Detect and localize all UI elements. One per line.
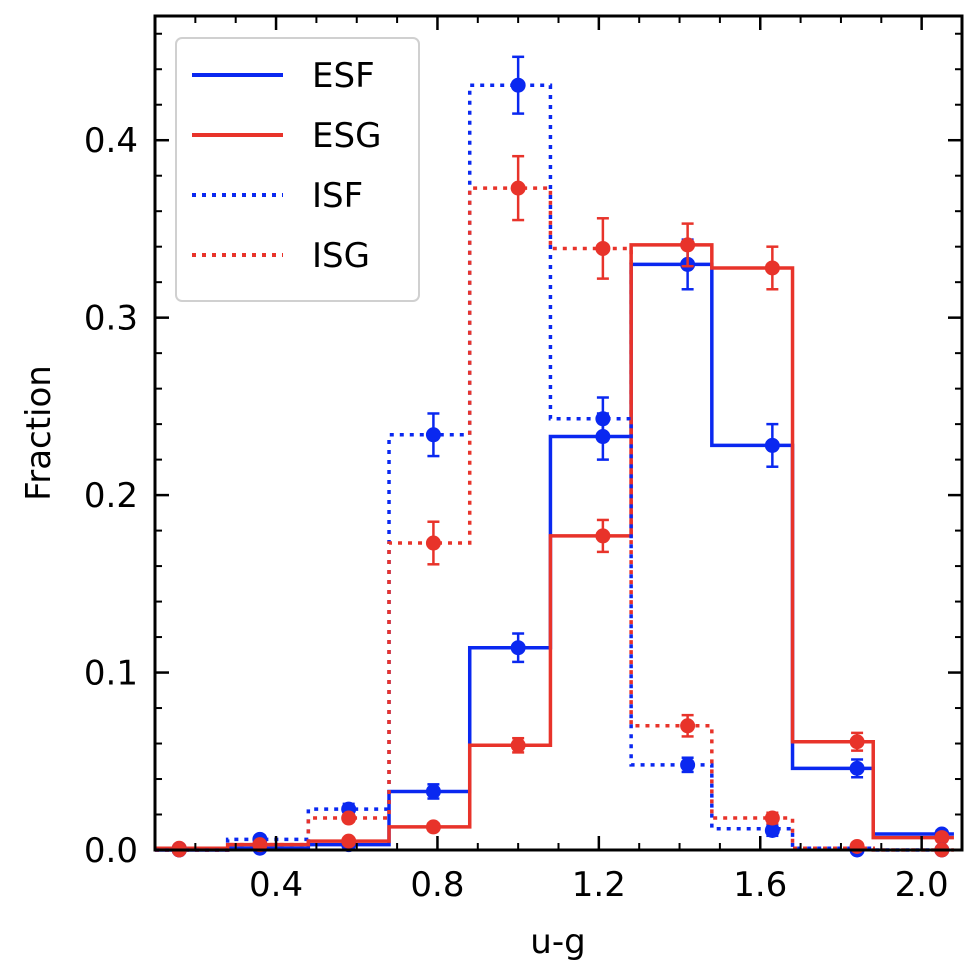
data-point — [764, 437, 780, 453]
data-point — [341, 810, 357, 826]
data-point — [595, 528, 611, 544]
data-point — [425, 535, 441, 551]
step-line-isg — [155, 186, 954, 852]
x-axis-title: u-g — [530, 922, 585, 962]
data-point — [849, 838, 865, 854]
data-point — [764, 810, 780, 826]
data-point — [849, 760, 865, 776]
x-tick-label: 2.0 — [895, 865, 949, 905]
data-point — [510, 640, 526, 656]
legend-label-esf: ESF — [312, 56, 375, 96]
x-tick-label: 0.8 — [410, 865, 464, 905]
data-point — [425, 819, 441, 835]
legend-box — [175, 37, 420, 302]
series-esg — [155, 222, 954, 856]
step-line-isf — [155, 83, 954, 852]
y-tick-label: 0.2 — [84, 476, 138, 516]
legend: ESF ESG ISF ISG — [175, 37, 420, 302]
y-tick-label: 0.4 — [84, 121, 138, 161]
data-point — [764, 822, 780, 838]
legend-label-esg: ESG — [312, 116, 381, 156]
ticks-layer: 0.4 0.8 1.2 1.6 2.0 0.0 0.1 0.2 0.3 0.4 — [84, 16, 962, 905]
step-line-esg — [155, 243, 954, 850]
data-point — [595, 411, 611, 427]
x-tick-label: 1.2 — [572, 865, 626, 905]
data-point — [849, 734, 865, 750]
x-tick-label: 0.4 — [249, 865, 303, 905]
data-point — [680, 757, 696, 773]
y-tick-label: 0.3 — [84, 299, 138, 339]
data-point — [595, 240, 611, 256]
data-point — [341, 833, 357, 849]
legend-label-isg: ISG — [312, 236, 370, 276]
series-layer — [155, 55, 954, 858]
data-point — [510, 77, 526, 93]
y-axis-title: Fraction — [19, 365, 59, 501]
plot-frame — [153, 14, 964, 852]
data-point — [934, 830, 950, 846]
data-point — [510, 737, 526, 753]
data-point — [764, 260, 780, 276]
data-point — [680, 718, 696, 734]
x-tick-label: 1.6 — [733, 865, 787, 905]
y-tick-label: 0.0 — [84, 831, 138, 871]
data-point — [680, 237, 696, 253]
y-tick-label: 0.1 — [84, 654, 138, 694]
legend-label-isf: ISF — [312, 176, 363, 216]
data-point — [425, 783, 441, 799]
data-point — [425, 427, 441, 443]
data-point — [510, 180, 526, 196]
data-point — [252, 837, 268, 853]
